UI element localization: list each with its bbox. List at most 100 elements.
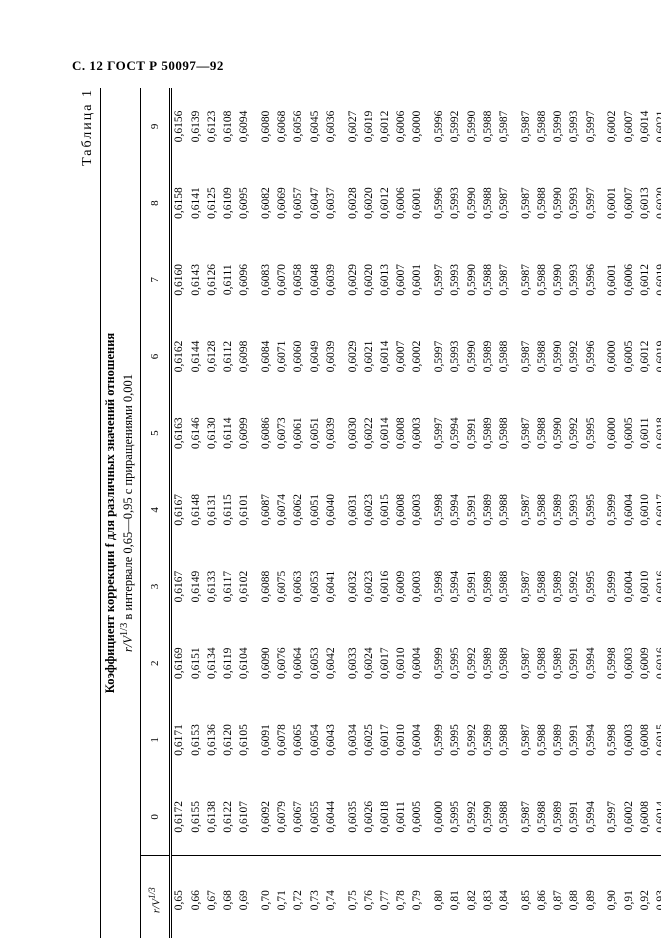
value-cell: 0,6049 xyxy=(307,318,323,395)
ratio-cell: 0,65 xyxy=(170,856,188,938)
value-cell: 0,6006 xyxy=(621,241,637,318)
value-cell: 0,6114 xyxy=(220,395,236,472)
value-cell: 0,6148 xyxy=(188,471,204,548)
value-cell: 0,5997 xyxy=(426,318,448,395)
value-cell: 0,5992 xyxy=(464,702,480,779)
value-cell: 0,6151 xyxy=(188,625,204,702)
value-cell: 0,6018 xyxy=(377,778,393,856)
value-cell: 0,5988 xyxy=(534,395,550,472)
value-cell: 0,6007 xyxy=(621,88,637,165)
value-cell: 0,6001 xyxy=(599,165,621,242)
value-cell: 0,6073 xyxy=(275,395,291,472)
value-cell: 0,6007 xyxy=(621,165,637,242)
value-cell: 0,6015 xyxy=(653,702,661,779)
value-cell: 0,6139 xyxy=(188,88,204,165)
value-cell: 0,6088 xyxy=(253,548,275,625)
value-cell: 0,6083 xyxy=(253,241,275,318)
ratio-cell: 0,71 xyxy=(275,856,291,938)
value-cell: 0,5991 xyxy=(567,625,583,702)
value-cell: 0,6024 xyxy=(361,625,377,702)
value-cell: 0,6039 xyxy=(323,395,339,472)
value-cell: 0,5989 xyxy=(480,471,496,548)
ratio-cell: 0,80 xyxy=(426,856,448,938)
value-cell: 0,6146 xyxy=(188,395,204,472)
col-3: 3 xyxy=(141,548,171,625)
value-cell: 0,5991 xyxy=(464,395,480,472)
value-cell: 0,5987 xyxy=(513,241,535,318)
value-cell: 0,6134 xyxy=(204,625,220,702)
value-cell: 0,6010 xyxy=(637,471,653,548)
value-cell: 0,6048 xyxy=(307,241,323,318)
value-cell: 0,5994 xyxy=(583,702,599,779)
value-cell: 0,6004 xyxy=(410,702,426,779)
value-cell: 0,5988 xyxy=(534,702,550,779)
value-cell: 0,6065 xyxy=(291,702,307,779)
value-cell: 0,6014 xyxy=(377,395,393,472)
table-row: 0,760,60260,60250,60240,60230,60230,6022… xyxy=(361,88,377,938)
value-cell: 0,6090 xyxy=(253,625,275,702)
value-cell: 0,6026 xyxy=(361,778,377,856)
value-cell: 0,6163 xyxy=(170,395,188,472)
value-cell: 0,6013 xyxy=(637,165,653,242)
ratio-cell: 0,87 xyxy=(551,856,567,938)
value-cell: 0,6084 xyxy=(253,318,275,395)
ratio-cell: 0,72 xyxy=(291,856,307,938)
value-cell: 0,5997 xyxy=(583,88,599,165)
value-cell: 0,6011 xyxy=(394,778,410,856)
value-cell: 0,6109 xyxy=(220,165,236,242)
value-cell: 0,6029 xyxy=(340,318,362,395)
value-cell: 0,5991 xyxy=(464,548,480,625)
value-cell: 0,5990 xyxy=(551,165,567,242)
table-row: 0,800,60000,59990,59990,59980,59980,5997… xyxy=(426,88,448,938)
ratio-cell: 0,70 xyxy=(253,856,275,938)
table-row: 0,680,61220,61200,61190,61170,61150,6114… xyxy=(220,88,236,938)
value-cell: 0,6058 xyxy=(291,241,307,318)
value-cell: 0,6005 xyxy=(621,318,637,395)
value-cell: 0,5988 xyxy=(534,548,550,625)
value-cell: 0,5993 xyxy=(448,318,464,395)
table-row: 0,710,60790,60780,60760,60750,60740,6073… xyxy=(275,88,291,938)
value-cell: 0,6003 xyxy=(410,548,426,625)
table-caption-2: r/V1/3 в интервале 0,65—0,95 с приращени… xyxy=(119,88,136,938)
value-cell: 0,5992 xyxy=(464,778,480,856)
value-cell: 0,6055 xyxy=(307,778,323,856)
value-cell: 0,6040 xyxy=(323,471,339,548)
ratio-cell: 0,90 xyxy=(599,856,621,938)
table-row: 0,650,61720,61710,61690,61670,61670,6163… xyxy=(170,88,188,938)
value-cell: 0,6015 xyxy=(377,471,393,548)
value-cell: 0,6047 xyxy=(307,165,323,242)
value-cell: 0,5988 xyxy=(496,471,512,548)
value-cell: 0,5987 xyxy=(496,241,512,318)
value-cell: 0,5989 xyxy=(480,395,496,472)
ratio-cell: 0,93 xyxy=(653,856,661,938)
value-cell: 0,6019 xyxy=(653,241,661,318)
value-cell: 0,6003 xyxy=(621,625,637,702)
value-cell: 0,5988 xyxy=(534,241,550,318)
value-cell: 0,6075 xyxy=(275,548,291,625)
value-cell: 0,5996 xyxy=(583,318,599,395)
value-cell: 0,6036 xyxy=(323,88,339,165)
value-cell: 0,5996 xyxy=(426,165,448,242)
value-cell: 0,6105 xyxy=(237,702,253,779)
value-cell: 0,6000 xyxy=(410,88,426,165)
table-row: 0,850,59870,59870,59870,59870,59870,5987… xyxy=(513,88,535,938)
value-cell: 0,6155 xyxy=(188,778,204,856)
value-cell: 0,6041 xyxy=(323,548,339,625)
table-row: 0,770,60180,60170,60170,60160,60150,6014… xyxy=(377,88,393,938)
table-row: 0,820,59920,59920,59920,59910,59910,5991… xyxy=(464,88,480,938)
value-cell: 0,5988 xyxy=(496,548,512,625)
col-6: 6 xyxy=(141,318,171,395)
value-cell: 0,6060 xyxy=(291,318,307,395)
value-cell: 0,5995 xyxy=(583,395,599,472)
value-cell: 0,6003 xyxy=(410,395,426,472)
table-row: 0,810,59950,59950,59950,59940,59940,5994… xyxy=(448,88,464,938)
value-cell: 0,6080 xyxy=(253,88,275,165)
value-cell: 0,6000 xyxy=(599,318,621,395)
table-row: 0,750,60350,60340,60330,60320,60310,6030… xyxy=(340,88,362,938)
value-cell: 0,6144 xyxy=(188,318,204,395)
value-cell: 0,6008 xyxy=(637,778,653,856)
value-cell: 0,5989 xyxy=(480,548,496,625)
value-cell: 0,5991 xyxy=(567,778,583,856)
value-cell: 0,6021 xyxy=(361,318,377,395)
value-cell: 0,6010 xyxy=(637,548,653,625)
